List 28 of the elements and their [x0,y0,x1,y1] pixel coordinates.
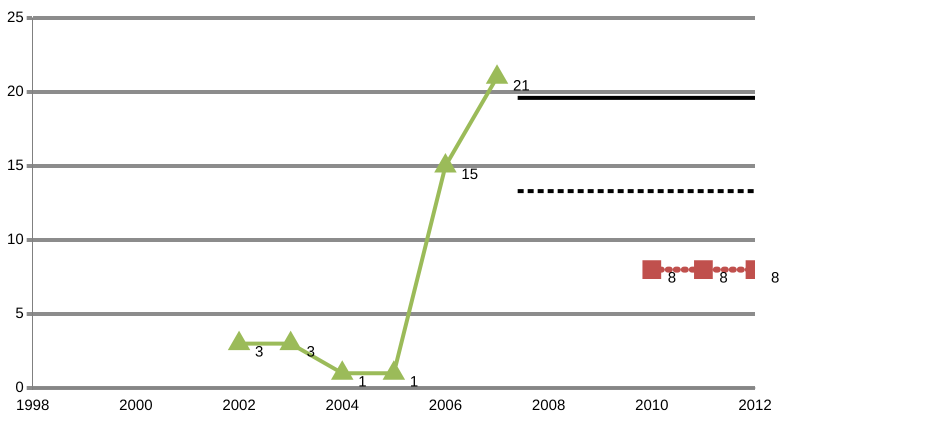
x-tick-label: 2012 [738,397,772,414]
y-tick-label: 0 [15,379,24,396]
point [487,66,507,84]
point [229,332,249,350]
y-tick-label: 15 [6,157,24,174]
x-tick-label: 2004 [326,397,359,414]
x-tick-label: 2010 [635,397,668,414]
data-label: 3 [255,344,264,361]
data-label: 15 [461,166,478,184]
x-tick-label: 2008 [532,397,566,414]
data-label: 21 [513,77,530,94]
x-tick-label: 1998 [16,397,50,414]
point [332,362,352,380]
data-label: 8 [668,270,676,287]
x-tick-label: 2006 [428,397,462,414]
data-label: 1 [410,373,418,390]
data-label: 1 [358,373,367,390]
y-tick-label: 25 [6,9,24,26]
data-label: 8 [771,270,780,287]
point [384,362,404,380]
y-tick-label: 5 [15,305,24,322]
x-tick-label: 2002 [222,397,256,414]
y-tick-label: 20 [6,83,24,100]
data-label: 8 [719,270,728,287]
x-tick-label: 2000 [119,397,153,414]
point [280,332,300,350]
point [436,155,456,172]
y-tick-label: 10 [6,231,24,248]
